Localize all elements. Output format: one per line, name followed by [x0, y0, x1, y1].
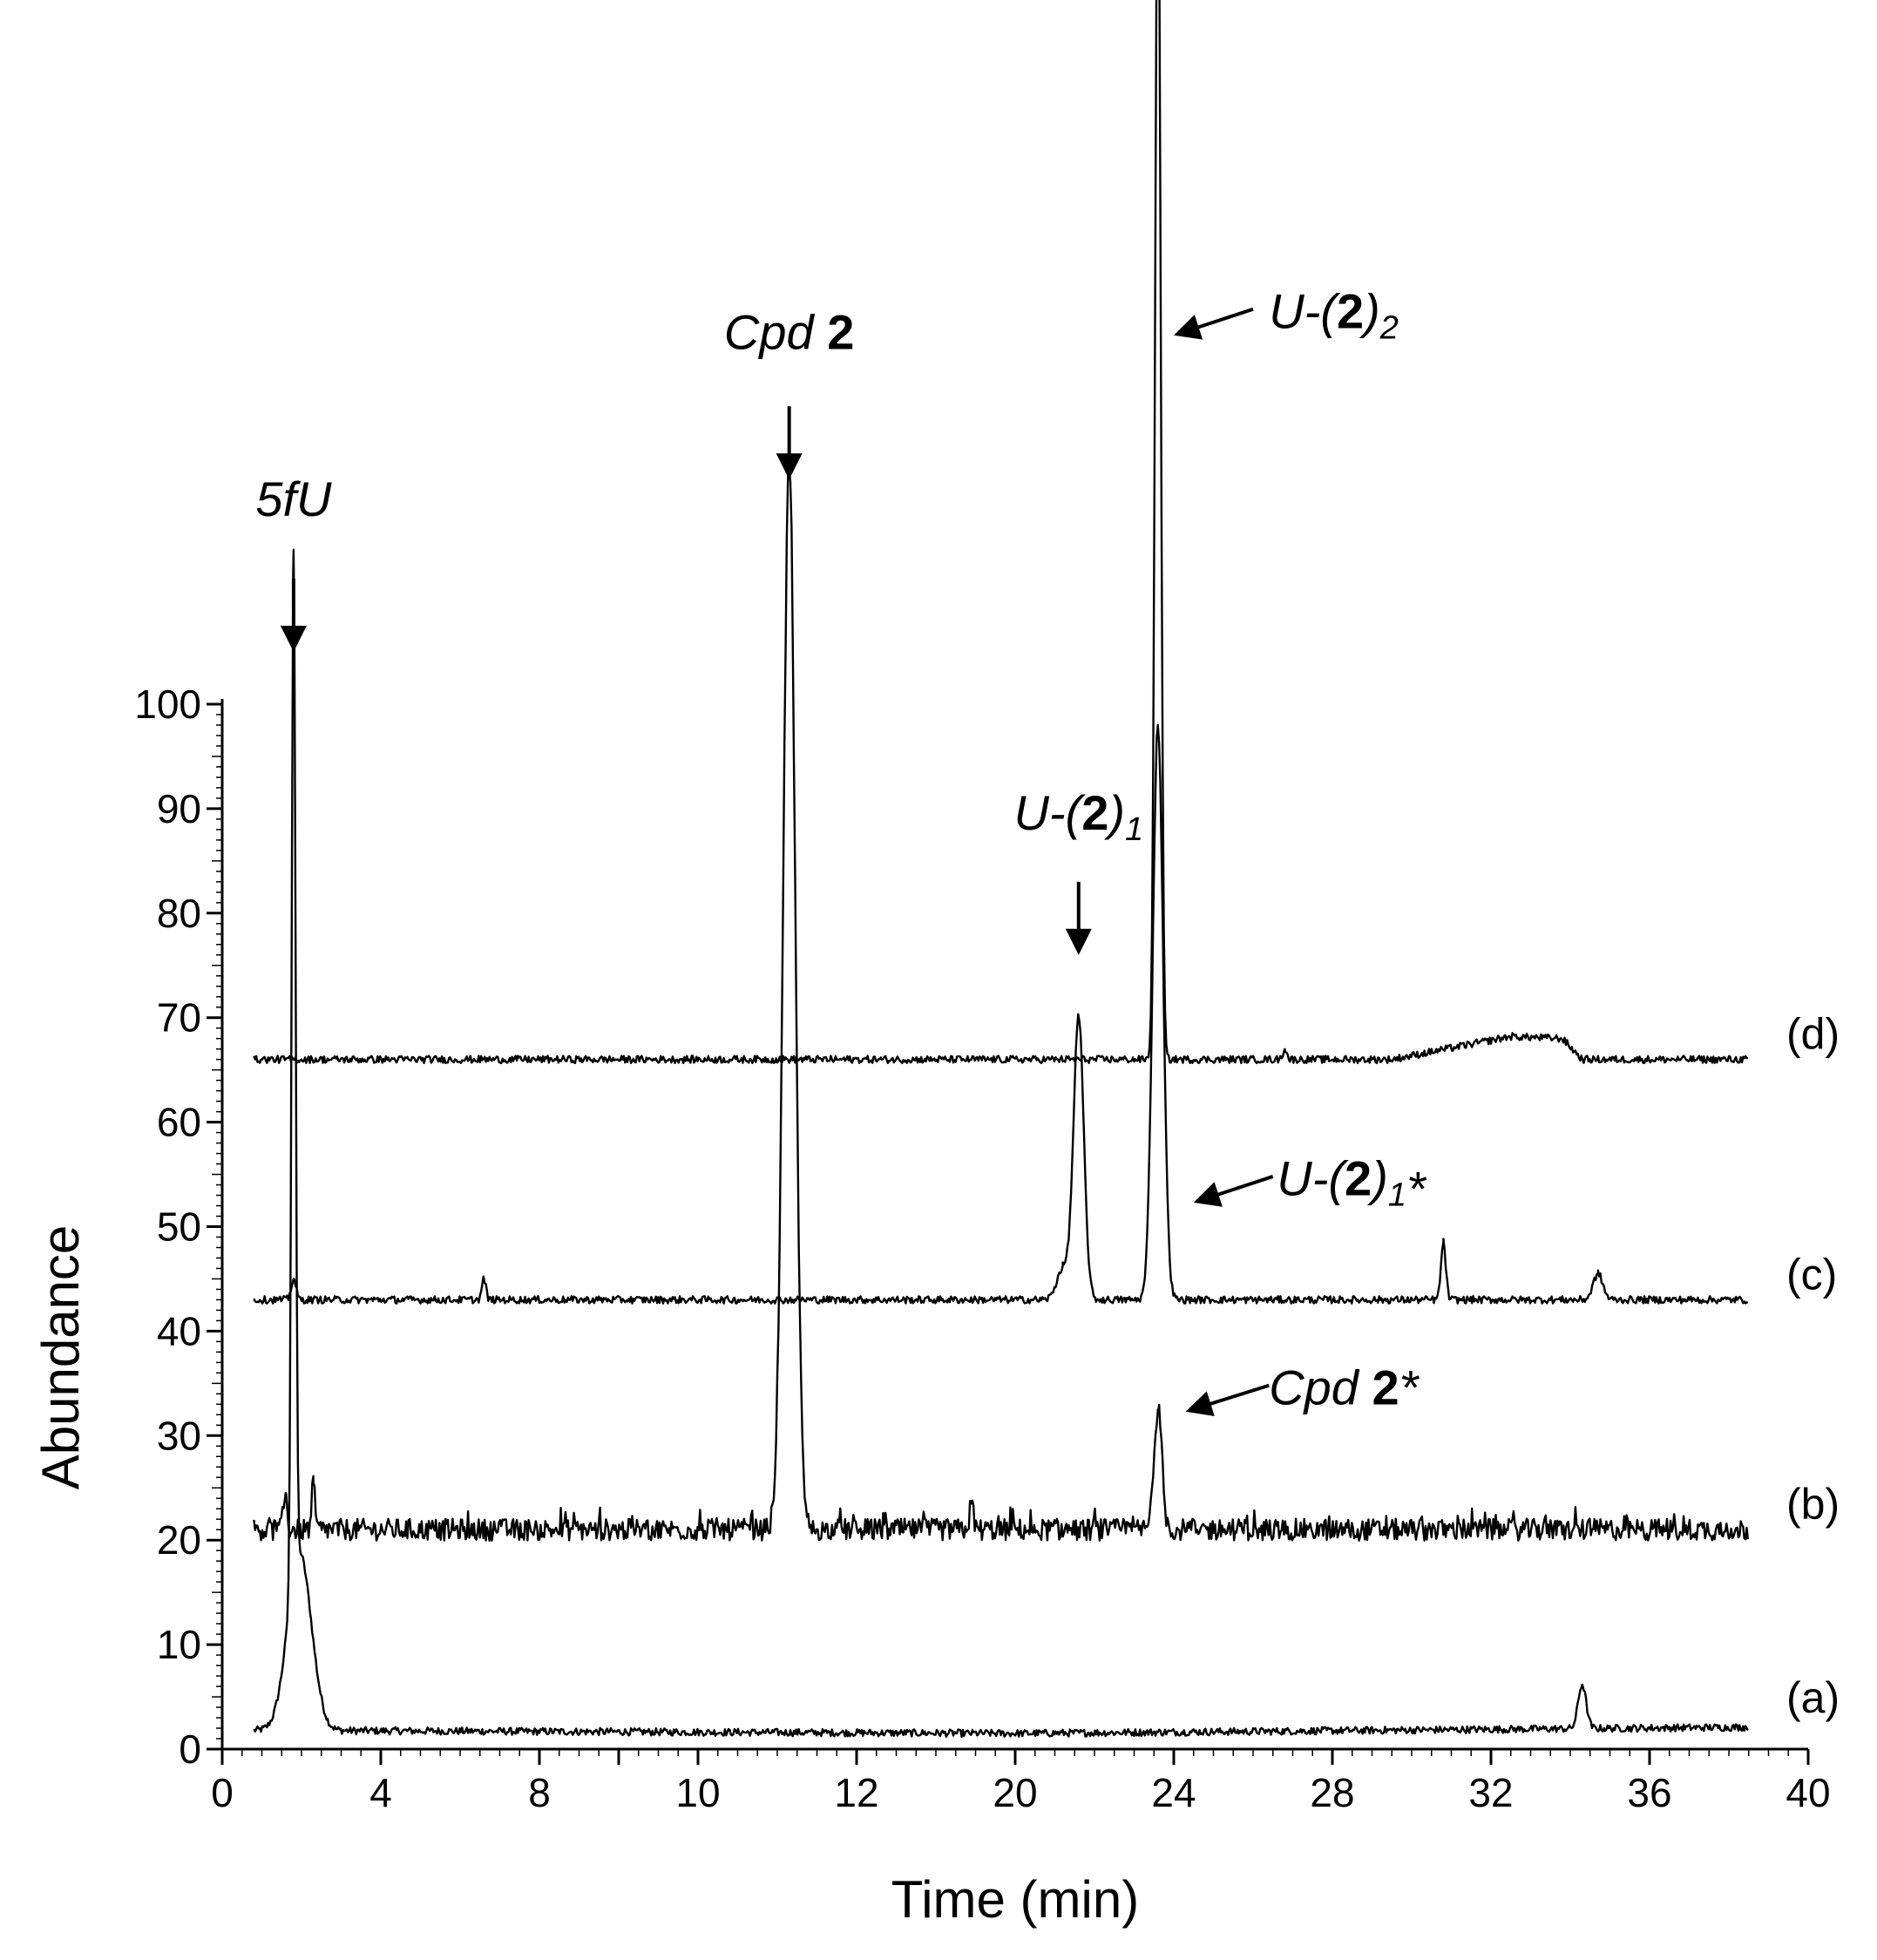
arrow-head: [1065, 928, 1092, 955]
x-tick-label: 4: [369, 1770, 392, 1815]
annotation-part: 2: [1379, 309, 1399, 346]
trace-label-d: (d): [1786, 1010, 1840, 1059]
y-tick-label: 20: [157, 1517, 201, 1563]
annotation-u21star: U-(2)1*: [1193, 1151, 1427, 1217]
x-tick-label: 0: [211, 1770, 234, 1815]
x-tick-label: 8: [528, 1770, 551, 1815]
x-tick-label: 40: [1786, 1770, 1830, 1815]
arrow-head: [1193, 1182, 1223, 1207]
y-tick-label: 50: [157, 1204, 201, 1250]
annotation-part: U-(: [1277, 1151, 1349, 1206]
annotation-5fu: 5fU: [255, 471, 332, 653]
annotation-part: 2: [1081, 785, 1108, 840]
annotation-label-u21star: U-(2)1*: [1277, 1151, 1427, 1217]
arrow-shaft: [1193, 307, 1254, 331]
y-tick-labels: 0 10 20 30 40 50 60 70 80 90 100: [134, 682, 201, 1772]
y-tick-label: 90: [157, 786, 201, 831]
trace-label-b: (b): [1786, 1480, 1840, 1529]
y-tick-label: 0: [179, 1726, 201, 1772]
x-tick-label: 32: [1468, 1770, 1513, 1815]
arrow-head: [1174, 315, 1203, 340]
annotation-label-cpd2star: Cpd 2*: [1269, 1360, 1420, 1414]
annotation-label-cpd2: Cpd 2: [724, 304, 854, 359]
y-tick-label: 10: [157, 1622, 201, 1667]
annotation-part: *: [1406, 1162, 1427, 1217]
arrow-shaft: [1204, 1383, 1270, 1407]
annotation-part: 2: [1345, 1151, 1372, 1206]
y-tick-label: 60: [157, 1100, 201, 1145]
trace-b: [253, 459, 1749, 1542]
annotation-part: 1: [1388, 1177, 1406, 1214]
x-tick-label: 20: [993, 1770, 1037, 1815]
x-tick-label: 36: [1627, 1770, 1671, 1815]
x-axis-title: Time (min): [891, 1870, 1139, 1929]
y-tick-label: 70: [157, 995, 201, 1041]
annotation-label-u21: U-(2)1: [1013, 785, 1143, 848]
trace-label-a: (a): [1786, 1673, 1840, 1722]
x-minor-ticks: [220, 1749, 1810, 1765]
x-tick-label: 10: [675, 1770, 720, 1815]
trace-a: [253, 548, 1749, 1739]
annotation-part: Cpd: [724, 304, 827, 359]
annotation-label-u22: U-(2)2: [1269, 283, 1399, 346]
y-tick-label: 80: [157, 891, 201, 936]
annotation-label-5fu: 5fU: [255, 471, 332, 526]
annotation-u22: U-(2)2: [1174, 283, 1399, 346]
arrow-head: [280, 626, 307, 653]
annotation-part: 2: [1372, 1360, 1399, 1414]
y-minor-ticks: [207, 702, 222, 1751]
annotation-part: 2: [1337, 283, 1364, 338]
arrow-shaft: [1212, 1175, 1274, 1198]
y-tick-label: 30: [157, 1413, 201, 1458]
trace-label-c: (c): [1786, 1250, 1837, 1299]
y-tick-label: 100: [134, 682, 201, 727]
x-tick-label: 24: [1151, 1770, 1196, 1815]
trace-d: [253, 0, 1749, 1064]
x-tick-label: 28: [1310, 1770, 1354, 1815]
traces-group: [253, 0, 1749, 1739]
y-axis-title: Abundance: [31, 1225, 90, 1490]
x-tick-label: 12: [834, 1770, 878, 1815]
annotation-cpd2: Cpd 2: [724, 304, 854, 480]
annotation-part: 5fU: [255, 471, 332, 526]
trace-c: [253, 723, 1749, 1305]
annotation-part: U-(: [1269, 283, 1341, 338]
arrow-head: [1185, 1391, 1215, 1417]
annotation-u21: U-(2)1: [1013, 785, 1143, 955]
annotation-part: Cpd: [1269, 1360, 1372, 1414]
trace-labels: (a) (b) (c) (d): [1786, 1010, 1840, 1722]
annotation-cpd2star: Cpd 2*: [1185, 1360, 1420, 1417]
annotation-part: *: [1399, 1360, 1420, 1414]
annotation-part: 1: [1125, 811, 1143, 848]
x-tick-labels: 0 4 8 10 12 20 24 28 32 36 40: [211, 1770, 1830, 1815]
annotation-part: U-(: [1013, 785, 1086, 840]
arrow-head: [776, 453, 803, 480]
annotation-part: 2: [827, 304, 854, 359]
y-tick-label: 40: [157, 1308, 201, 1353]
